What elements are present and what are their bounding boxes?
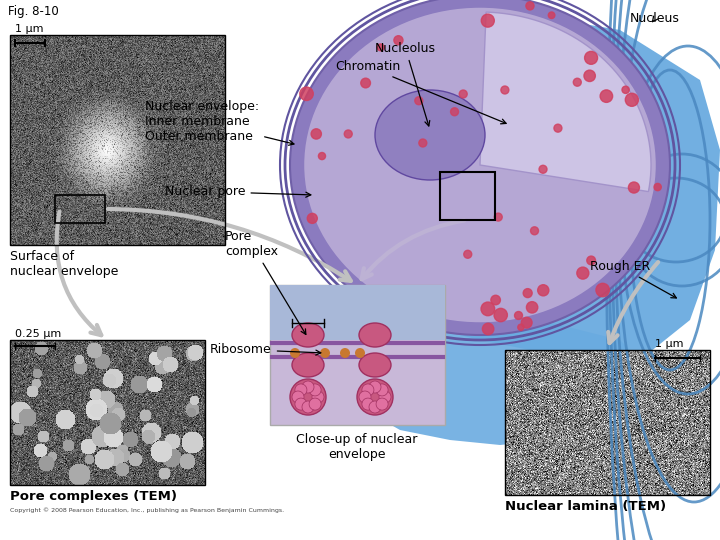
Circle shape: [531, 227, 539, 235]
Bar: [55, 195, 105, 223]
Circle shape: [300, 87, 313, 100]
Circle shape: [584, 70, 595, 82]
Ellipse shape: [359, 353, 391, 377]
Circle shape: [302, 381, 314, 393]
Circle shape: [622, 86, 629, 93]
Circle shape: [311, 129, 321, 139]
PathPatch shape: [480, 12, 651, 192]
Text: Nuclear lamina (TEM): Nuclear lamina (TEM): [505, 500, 666, 513]
Text: Pore
complex: Pore complex: [225, 230, 306, 334]
Circle shape: [290, 348, 300, 358]
Text: Close-up of nuclear
envelope: Close-up of nuclear envelope: [297, 433, 418, 461]
Circle shape: [501, 86, 509, 94]
Ellipse shape: [359, 323, 391, 347]
Circle shape: [320, 348, 330, 358]
Circle shape: [302, 401, 314, 413]
Circle shape: [518, 324, 524, 330]
Bar: [10, 35, 225, 245]
Circle shape: [585, 51, 598, 64]
Text: Copyright © 2008 Pearson Education, Inc., publishing as Pearson Benjamin Cumming: Copyright © 2008 Pearson Education, Inc.…: [10, 507, 284, 512]
Ellipse shape: [292, 353, 324, 377]
Circle shape: [587, 256, 595, 265]
Circle shape: [295, 398, 307, 410]
Text: Nuclear pore: Nuclear pore: [165, 185, 311, 198]
Circle shape: [654, 184, 661, 191]
Circle shape: [451, 108, 459, 116]
Ellipse shape: [375, 90, 485, 180]
Circle shape: [359, 391, 371, 403]
Circle shape: [596, 284, 609, 297]
Circle shape: [481, 14, 495, 27]
Bar: [505, 350, 710, 495]
Bar: [270, 285, 445, 340]
Circle shape: [538, 285, 549, 296]
Circle shape: [376, 398, 388, 410]
Circle shape: [340, 348, 350, 358]
Circle shape: [369, 401, 381, 413]
Text: Nucleus: Nucleus: [630, 12, 680, 25]
Circle shape: [369, 381, 381, 393]
Circle shape: [307, 213, 318, 224]
Circle shape: [290, 379, 326, 415]
Circle shape: [629, 182, 639, 193]
Circle shape: [625, 93, 639, 106]
Circle shape: [573, 78, 581, 86]
Circle shape: [515, 312, 523, 320]
Bar: [10, 340, 205, 485]
Circle shape: [494, 308, 508, 322]
Circle shape: [481, 302, 495, 316]
Text: Nuclear envelope:
Inner membrane
Outer membrane: Nuclear envelope: Inner membrane Outer m…: [145, 100, 294, 145]
Circle shape: [376, 384, 388, 396]
Circle shape: [309, 384, 321, 396]
Circle shape: [539, 165, 547, 173]
Circle shape: [464, 250, 472, 258]
Bar: [270, 285, 445, 425]
Text: Pore complexes (TEM): Pore complexes (TEM): [10, 490, 177, 503]
Circle shape: [521, 317, 532, 328]
Circle shape: [577, 267, 589, 279]
Circle shape: [482, 323, 494, 335]
Circle shape: [362, 384, 374, 396]
Ellipse shape: [290, 0, 670, 335]
Circle shape: [379, 391, 391, 403]
Circle shape: [309, 398, 321, 410]
PathPatch shape: [345, 15, 720, 370]
Text: 1 μm: 1 μm: [15, 24, 43, 34]
Circle shape: [459, 90, 467, 98]
Circle shape: [292, 391, 304, 403]
Bar: [440, 172, 495, 220]
Text: Chromatin: Chromatin: [335, 60, 506, 124]
Text: 1 μm: 1 μm: [655, 339, 683, 349]
Circle shape: [295, 384, 307, 396]
Circle shape: [361, 78, 371, 88]
Circle shape: [523, 288, 532, 298]
Circle shape: [394, 36, 403, 45]
Circle shape: [344, 130, 352, 138]
Circle shape: [362, 398, 374, 410]
Circle shape: [600, 90, 613, 103]
Circle shape: [312, 391, 324, 403]
Circle shape: [548, 12, 555, 18]
Circle shape: [554, 124, 562, 132]
PathPatch shape: [350, 290, 650, 445]
Ellipse shape: [292, 323, 324, 347]
Circle shape: [377, 44, 384, 51]
Circle shape: [415, 97, 423, 105]
Text: Fig. 8-10: Fig. 8-10: [8, 5, 59, 18]
Text: 0.25 μm: 0.25 μm: [15, 329, 61, 339]
Circle shape: [491, 295, 500, 305]
Ellipse shape: [305, 8, 656, 322]
Circle shape: [526, 2, 534, 10]
Text: Rough ER: Rough ER: [590, 260, 676, 298]
Circle shape: [355, 348, 365, 358]
Circle shape: [318, 152, 325, 160]
Circle shape: [419, 139, 427, 147]
Circle shape: [494, 213, 503, 221]
Circle shape: [526, 302, 538, 313]
Text: Nucleolus: Nucleolus: [375, 42, 436, 126]
Text: Ribosome: Ribosome: [210, 343, 321, 356]
Circle shape: [357, 379, 393, 415]
Text: Surface of
nuclear envelope: Surface of nuclear envelope: [10, 250, 118, 278]
